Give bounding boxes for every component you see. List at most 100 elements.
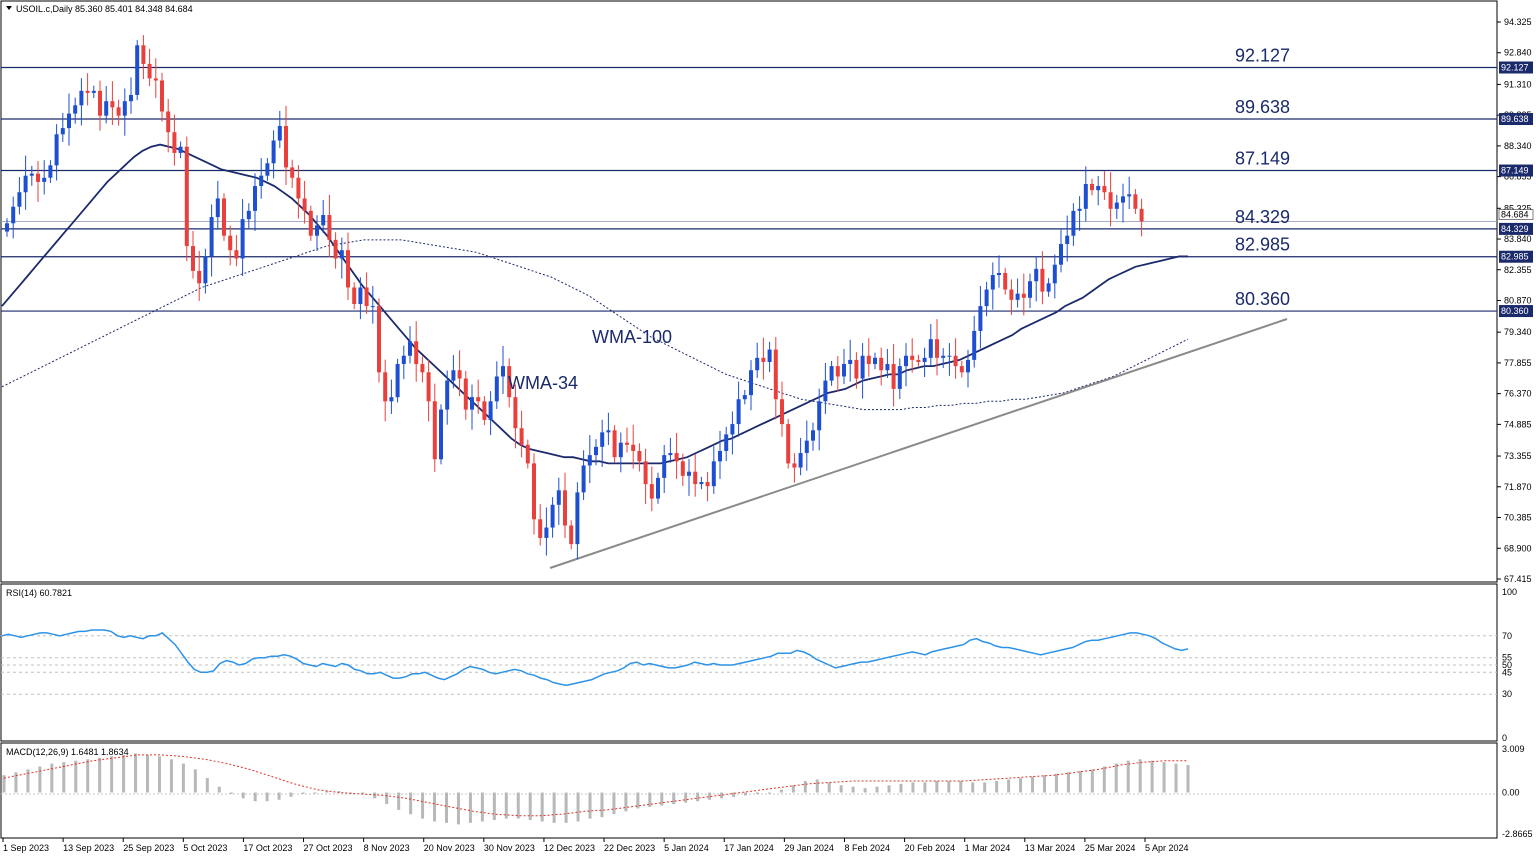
candle-body <box>463 378 468 410</box>
candle-body <box>829 366 834 381</box>
candle-body <box>122 101 127 116</box>
time-tick-label: 22 Dec 2023 <box>604 843 655 853</box>
candle-body <box>333 239 338 259</box>
candle-body <box>749 370 753 396</box>
candle-body <box>308 210 313 236</box>
candle-body <box>284 126 288 168</box>
candle-body <box>1059 243 1063 265</box>
candle-body <box>563 490 567 526</box>
macd-bar <box>971 782 975 793</box>
candle-body <box>346 250 350 288</box>
macd-bar <box>325 791 329 793</box>
candle-body <box>606 430 611 433</box>
time-tick-label: 5 Apr 2024 <box>1145 843 1189 853</box>
trend-line[interactable] <box>549 318 1288 569</box>
candle-body <box>618 442 623 458</box>
candle-body <box>532 463 536 520</box>
candle-body <box>29 173 34 176</box>
price-tick-label: 92.840 <box>1504 48 1532 58</box>
candle-body <box>439 409 443 460</box>
candle-body <box>773 349 778 400</box>
candle-body <box>401 355 406 365</box>
price-tick-label: 94.325 <box>1504 17 1532 27</box>
candle-body <box>1071 210 1076 236</box>
candle-body <box>811 430 815 441</box>
candle-body <box>302 198 307 211</box>
macd-bar <box>887 785 891 793</box>
candle-body <box>730 424 735 435</box>
candle-body <box>928 339 933 358</box>
candle-body <box>501 366 505 377</box>
candle-body <box>705 482 710 487</box>
candle-body <box>631 444 636 451</box>
candle-body <box>1127 194 1132 197</box>
macd-bar <box>1162 762 1166 793</box>
macd-bar <box>1186 765 1190 793</box>
macd-bar <box>122 754 126 793</box>
price-tick-label: 76.370 <box>1504 389 1532 399</box>
candle-body <box>17 192 22 207</box>
macd-bar <box>205 778 209 793</box>
candle-body <box>1046 283 1051 292</box>
macd-bar <box>911 782 915 793</box>
candle-body <box>259 175 264 187</box>
level-badge-text: 89.638 <box>1501 114 1529 124</box>
price-tick-label: 82.355 <box>1504 265 1532 275</box>
macd-bar <box>636 792 640 809</box>
candle-body <box>891 364 896 389</box>
candle-body <box>67 113 71 129</box>
candle-body <box>966 359 970 373</box>
candle-body <box>470 397 474 410</box>
macd-bar <box>624 792 628 812</box>
price-tick-label: 77.855 <box>1504 358 1532 368</box>
dropdown-triangle-icon <box>6 6 12 10</box>
rsi-tick-label: 55 <box>1502 653 1512 663</box>
candle-body <box>203 256 208 284</box>
macd-bar <box>959 780 963 793</box>
candle-body <box>178 146 183 153</box>
candle-body <box>1083 183 1088 209</box>
candle-body <box>600 432 605 447</box>
candle-body <box>1108 192 1113 209</box>
candle-body <box>271 140 276 164</box>
candle-body <box>755 357 760 371</box>
macd-bar <box>421 792 425 819</box>
macd-bar <box>134 753 138 793</box>
price-pane[interactable] <box>0 0 1498 583</box>
candle-body <box>885 364 890 371</box>
candle-body <box>990 275 995 290</box>
price-tick-label: 71.870 <box>1504 482 1532 492</box>
macd-bar <box>397 792 401 810</box>
candle-body <box>817 401 822 431</box>
macd-bar <box>1174 763 1178 793</box>
time-tick-label: 17 Oct 2023 <box>243 843 292 853</box>
macd-bar <box>684 792 688 803</box>
candle-body <box>711 461 716 487</box>
time-tick-label: 8 Feb 2024 <box>844 843 890 853</box>
macd-bar <box>1090 769 1094 793</box>
macd-bar <box>385 792 389 805</box>
macd-pane[interactable] <box>0 742 1498 839</box>
level-badge-text: 80.360 <box>1501 306 1529 316</box>
macd-bar <box>815 779 819 793</box>
level-label: 84.329 <box>1235 207 1290 227</box>
macd-bar <box>157 756 161 793</box>
macd-bar <box>995 780 999 793</box>
candle-body <box>693 471 698 485</box>
macd-bar <box>791 785 795 793</box>
candle-body <box>904 355 908 367</box>
macd-bar <box>1126 760 1130 793</box>
time-tick-label: 25 Sep 2023 <box>123 843 174 853</box>
rsi-line <box>1 629 1189 687</box>
level-badge <box>1499 222 1533 235</box>
rsi-tick-label: 70 <box>1502 631 1512 641</box>
candle-body <box>141 45 146 64</box>
time-tick-label: 1 Sep 2023 <box>3 843 49 853</box>
macd-bar <box>600 792 604 818</box>
candle-body <box>1003 272 1008 290</box>
candle-body <box>228 235 233 251</box>
rsi-pane[interactable] <box>0 583 1498 742</box>
macd-bar <box>576 792 580 822</box>
